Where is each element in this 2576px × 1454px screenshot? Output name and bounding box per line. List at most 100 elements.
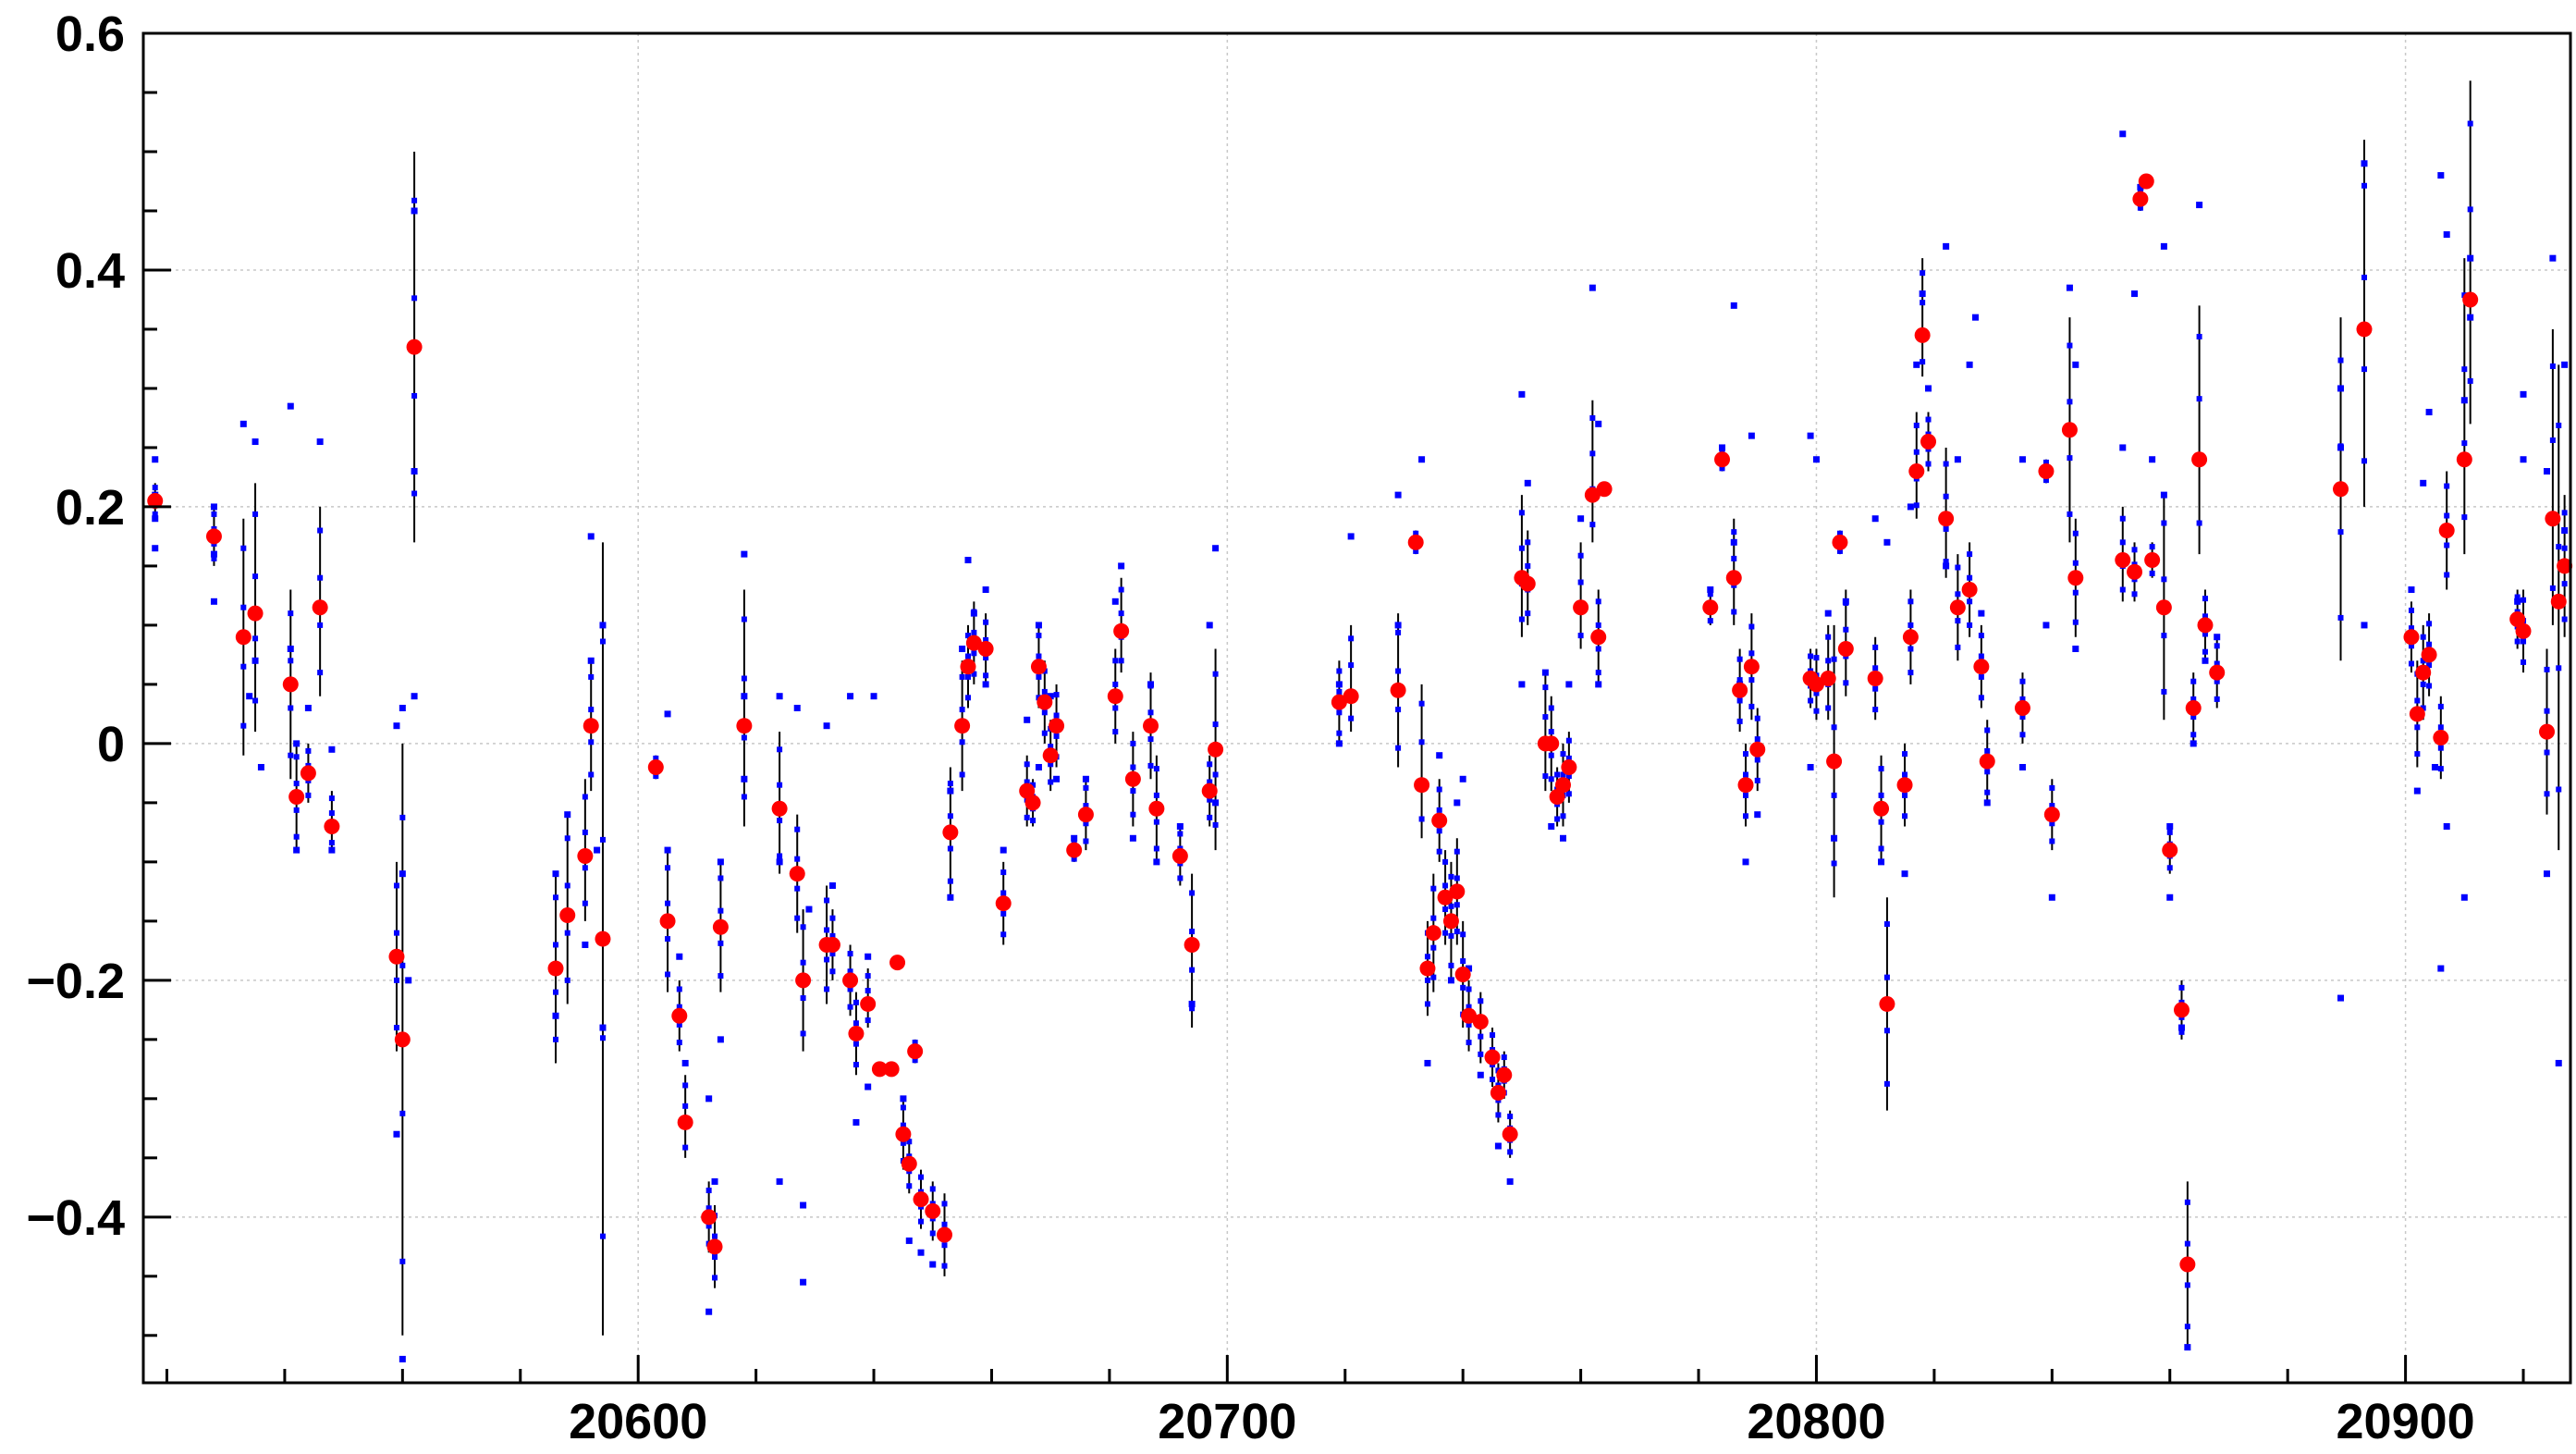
measurement-point	[1971, 314, 1979, 321]
average-point	[2539, 723, 2556, 740]
measurement-point	[552, 894, 558, 901]
measurement-point	[712, 1275, 718, 1281]
measurement-point	[2048, 893, 2055, 901]
measurement-point	[2049, 838, 2055, 844]
measurement-point	[1836, 530, 1843, 536]
measurement-point	[1448, 932, 1454, 939]
measurement-point	[152, 545, 159, 552]
measurement-point	[1478, 1033, 1484, 1040]
measurement-point	[717, 1036, 724, 1043]
measurement-point	[305, 747, 312, 754]
measurement-point	[712, 1233, 718, 1239]
measurement-point	[2184, 1344, 2191, 1351]
measurement-point	[2420, 681, 2426, 687]
measurement-point	[2214, 678, 2220, 684]
measurement-point	[865, 973, 871, 980]
measurement-point	[2444, 512, 2450, 519]
measurement-point	[959, 673, 965, 680]
measurement-point	[2202, 596, 2208, 602]
measurement-point	[1153, 819, 1159, 825]
measurement-point	[853, 1062, 859, 1068]
average-point	[842, 972, 859, 989]
measurement-point	[411, 295, 418, 302]
measurement-point	[1335, 740, 1343, 747]
measurement-point	[393, 722, 400, 730]
measurement-point	[665, 971, 671, 978]
measurement-point	[2337, 529, 2344, 536]
measurement-point	[1130, 740, 1136, 746]
measurement-point	[1083, 784, 1089, 791]
measurement-point	[1118, 586, 1124, 593]
measurement-point	[682, 1082, 689, 1089]
measurement-point	[582, 794, 588, 800]
measurement-point	[2018, 763, 2026, 770]
measurement-point	[1736, 718, 1743, 724]
average-point	[2115, 552, 2131, 569]
measurement-point	[1743, 771, 1749, 778]
measurement-point	[1577, 579, 1584, 585]
measurement-point	[2520, 456, 2527, 463]
measurement-point	[552, 1036, 558, 1042]
measurement-point	[2426, 683, 2433, 689]
measurement-point	[847, 968, 853, 975]
measurement-point	[1731, 555, 1737, 561]
measurement-point	[2521, 659, 2527, 665]
measurement-point	[411, 207, 418, 215]
average-point	[1973, 659, 1990, 675]
measurement-point	[287, 402, 294, 410]
measurement-point	[982, 681, 989, 688]
measurement-point	[1071, 834, 1078, 842]
average-point	[2509, 611, 2526, 628]
measurement-point	[947, 813, 953, 819]
measurement-point	[1494, 1142, 1502, 1150]
measurement-point	[2119, 515, 2126, 522]
measurement-point	[1878, 766, 1884, 772]
average-point	[1049, 718, 1065, 734]
measurement-point	[2426, 621, 2433, 627]
measurement-point	[152, 515, 159, 523]
measurement-point	[1843, 626, 1849, 633]
measurement-point	[1872, 685, 1879, 692]
measurement-point	[240, 663, 247, 670]
measurement-point	[2408, 607, 2414, 613]
measurement-point	[1336, 688, 1343, 695]
measurement-point	[2561, 510, 2568, 516]
measurement-point	[664, 846, 671, 854]
measurement-point	[1754, 811, 1761, 819]
measurement-point	[2019, 696, 2026, 702]
measurement-point	[252, 511, 259, 517]
measurement-point	[900, 1104, 906, 1111]
average-point	[965, 635, 982, 651]
average-point	[1037, 694, 1053, 710]
measurement-point	[865, 1083, 872, 1090]
measurement-point	[564, 977, 570, 983]
average-point	[324, 818, 340, 834]
measurement-point	[1807, 763, 1814, 770]
measurement-point	[1478, 998, 1484, 1004]
measurement-point	[847, 1004, 853, 1010]
measurement-point	[1395, 707, 1402, 713]
measurement-point	[900, 1122, 906, 1128]
measurement-point	[2018, 456, 2026, 463]
measurement-point	[741, 675, 747, 682]
measurement-point	[211, 555, 217, 561]
measurement-point	[1843, 680, 1849, 686]
average-point	[901, 1155, 917, 1172]
average-point	[1596, 481, 1613, 498]
measurement-point	[599, 622, 607, 629]
measurement-point	[2178, 984, 2185, 991]
measurement-point	[1394, 491, 1402, 499]
y-tick-label: 0.2	[55, 480, 125, 536]
average-point	[701, 1209, 718, 1226]
average-point	[671, 1007, 688, 1024]
measurement-point	[1871, 515, 1879, 523]
measurement-point	[853, 999, 859, 1005]
measurement-point	[1118, 562, 1125, 570]
measurement-point	[1984, 769, 1991, 775]
average-point	[406, 339, 423, 355]
average-point	[1920, 434, 1937, 450]
measurement-point	[2555, 1059, 2562, 1066]
average-point	[1484, 1049, 1501, 1066]
measurement-point	[1212, 545, 1220, 552]
y-tick-label: −0.2	[26, 954, 125, 1009]
